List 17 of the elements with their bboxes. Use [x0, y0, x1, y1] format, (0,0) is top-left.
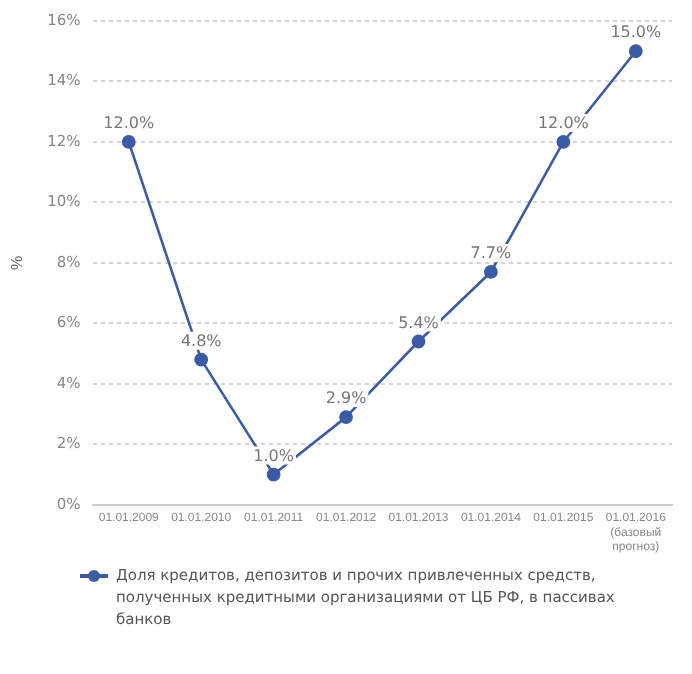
- point: [484, 265, 498, 279]
- point: [339, 410, 353, 425]
- data-label: 12.0%: [103, 114, 155, 133]
- point: [266, 467, 281, 482]
- data-label: 1.0%: [253, 446, 295, 465]
- point: [411, 334, 426, 349]
- point: [556, 135, 571, 149]
- data-label: 15.0%: [610, 23, 662, 42]
- point: [628, 44, 643, 59]
- y-axis-title: %: [8, 255, 27, 271]
- point: [121, 135, 136, 149]
- data-label: 5.4%: [398, 313, 440, 332]
- data-label: 2.9%: [325, 389, 368, 408]
- data-label: 12.0%: [537, 114, 590, 133]
- data-label: 7.7%: [470, 244, 513, 263]
- data-label: 4.8%: [180, 331, 223, 350]
- point: [194, 352, 209, 367]
